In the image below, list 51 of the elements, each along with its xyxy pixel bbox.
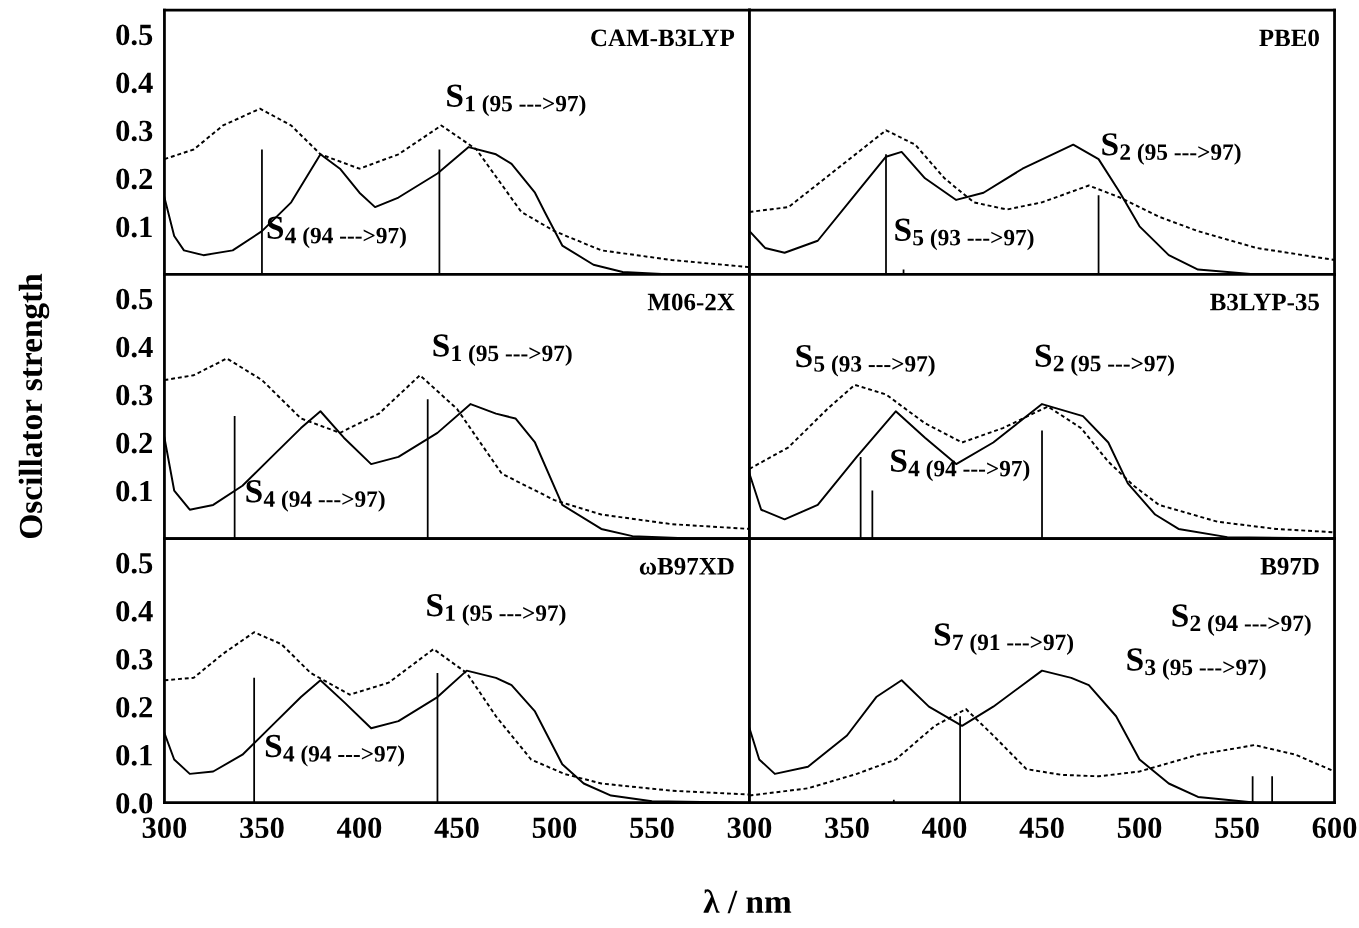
y-axis-title: Oscillator strength xyxy=(18,273,50,539)
text: B3LYP-35 xyxy=(1210,293,1319,311)
annotation: S$_{1 (95 --->97)}$ xyxy=(427,594,566,626)
annotation: S$_{5 (93 --->97)}$ xyxy=(895,218,1034,251)
y-tick-label: 0.4 xyxy=(116,336,153,358)
y-tick-label: 0.1 xyxy=(116,216,152,238)
annotation: S$_{3 (95 --->97)}$ xyxy=(1127,648,1266,680)
x-tick-label: 300 xyxy=(142,817,187,839)
annotation: S$_{4 (94 --->97)}$ xyxy=(267,216,406,249)
y-tick-label: 0.5 xyxy=(116,24,153,46)
y-tick-label: 0.2 xyxy=(116,696,153,718)
annotation: S$_{1 (95 --->97)}$ xyxy=(447,84,586,117)
x-tick-label: 500 xyxy=(532,817,577,839)
y-tick-label: 0.2 xyxy=(116,168,153,190)
x-tick-label: 400 xyxy=(922,817,967,839)
annotation: S$_{2 (95 --->97)}$ xyxy=(1035,344,1174,377)
annotation: S$_{7 (91 --->97)}$ xyxy=(934,623,1074,655)
text: ωB97XD xyxy=(639,557,734,575)
x-tick-label: 550 xyxy=(630,817,674,839)
y-tick-label: 0.4 xyxy=(116,72,153,94)
annotation: S$_{4 (94 --->97)}$ xyxy=(891,449,1030,482)
x-tick-label: 500 xyxy=(1117,817,1162,839)
x-tick-label: 350 xyxy=(825,817,869,839)
annotation: S$_{4 (94 --->97)}$ xyxy=(265,734,405,767)
text: CAM-B3LYP xyxy=(591,29,735,47)
x-tick-label: 400 xyxy=(336,817,382,839)
y-tick-label: 0.2 xyxy=(116,432,153,454)
y-tick-label: 0.1 xyxy=(116,744,152,766)
x-tick-label: 300 xyxy=(727,817,772,839)
y-tick-label: 0.1 xyxy=(116,480,152,502)
x-axis-title: λ / nm xyxy=(703,889,792,914)
x-tick-label: 450 xyxy=(434,817,479,839)
y-tick-label: 0.3 xyxy=(116,384,153,406)
annotation: S$_{5 (93 --->97)}$ xyxy=(796,344,935,377)
annotation: S$_{2 (94 --->97)}$ xyxy=(1172,604,1311,636)
y-tick-label: 0.0 xyxy=(116,793,153,814)
annotation: S$_{4 (94 --->97)}$ xyxy=(246,480,385,512)
text: B97D xyxy=(1260,557,1319,575)
x-tick-label: 450 xyxy=(1019,817,1064,839)
x-tick-label: 550 xyxy=(1215,817,1259,839)
y-tick-label: 0.3 xyxy=(116,648,153,670)
text: M06-2X xyxy=(647,293,735,311)
x-tick-label: 600 xyxy=(1312,817,1357,839)
annotation: S$_{2 (95 --->97)}$ xyxy=(1102,133,1241,165)
y-tick-label: 0.5 xyxy=(116,288,153,310)
x-tick-label: 350 xyxy=(240,817,284,839)
y-tick-label: 0.3 xyxy=(116,120,153,142)
annotation: S$_{1 (95 --->97)}$ xyxy=(433,334,572,366)
text: PBE0 xyxy=(1259,29,1319,47)
y-tick-label: 0.5 xyxy=(116,552,153,574)
y-tick-label: 0.4 xyxy=(116,600,153,622)
